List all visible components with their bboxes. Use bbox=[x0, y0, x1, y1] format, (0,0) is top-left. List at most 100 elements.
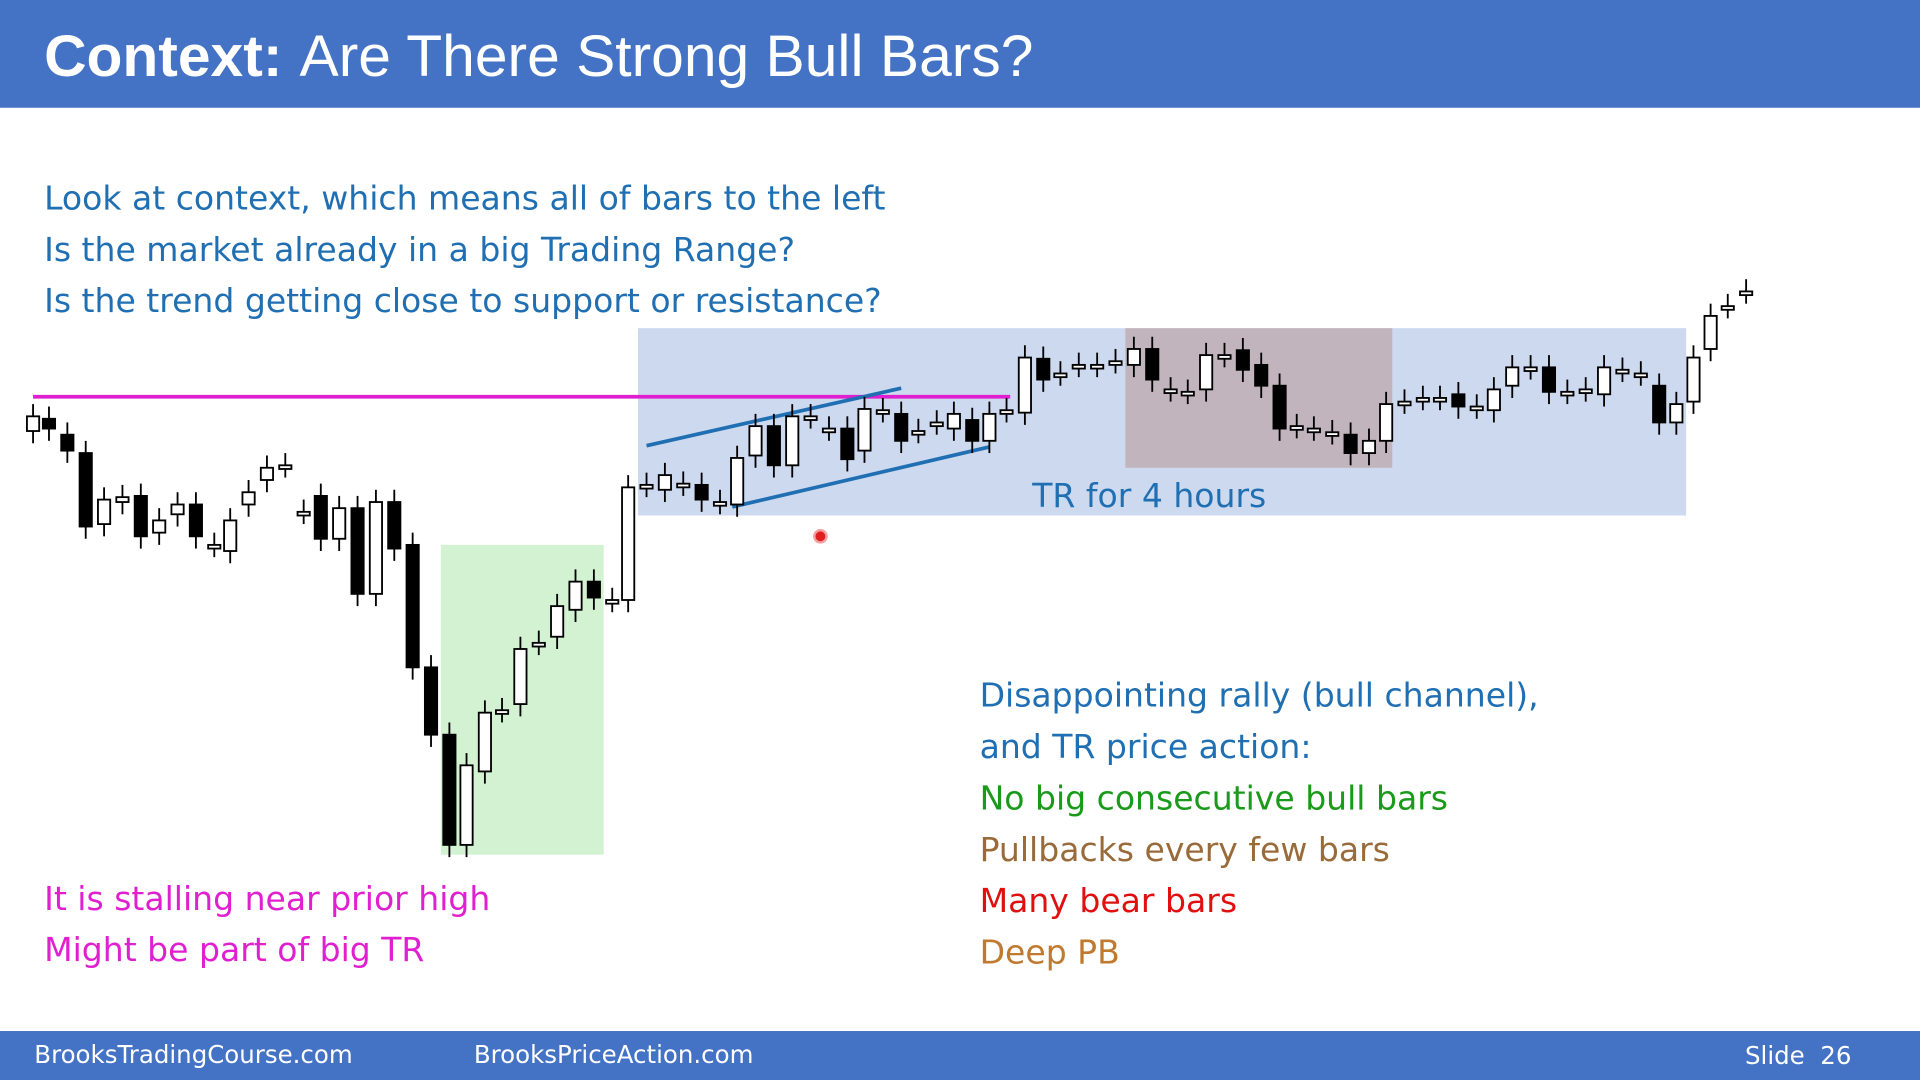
left-note: It is stalling near prior high bbox=[44, 879, 490, 918]
candle-body bbox=[350, 507, 365, 595]
candle-body bbox=[405, 543, 420, 669]
candle-body bbox=[999, 409, 1014, 415]
candle-body bbox=[152, 519, 167, 534]
candle-body bbox=[857, 408, 872, 452]
candle-body bbox=[1289, 425, 1304, 431]
candle-body bbox=[694, 483, 709, 501]
candle-body bbox=[1739, 290, 1754, 297]
candle-body bbox=[1415, 397, 1430, 403]
slide-number: Slide 26 bbox=[1745, 1041, 1851, 1070]
right-note: No big consecutive bull bars bbox=[980, 778, 1448, 817]
candle-body bbox=[785, 415, 800, 467]
candle-body bbox=[676, 482, 691, 489]
candle-body bbox=[982, 412, 997, 442]
cursor-dot bbox=[813, 528, 828, 544]
candle-body bbox=[1505, 366, 1520, 387]
candle-body bbox=[188, 503, 203, 538]
candle-body bbox=[621, 486, 636, 601]
candle-body bbox=[1451, 393, 1466, 408]
candle-body bbox=[495, 709, 510, 715]
candle-body bbox=[1163, 388, 1178, 394]
candle-body bbox=[1036, 357, 1051, 381]
candle-body bbox=[78, 452, 93, 528]
footer-middle: BrooksPriceAction.com bbox=[474, 1040, 754, 1069]
candle-body bbox=[550, 605, 565, 638]
candle-body bbox=[332, 507, 347, 540]
candle-body bbox=[278, 464, 293, 470]
range-label: TR for 4 hours bbox=[1031, 476, 1266, 515]
footer-left: BrooksTradingCourse.com bbox=[34, 1040, 352, 1069]
candle-body bbox=[1017, 356, 1032, 414]
candle-body bbox=[1578, 388, 1593, 394]
candle-body bbox=[313, 495, 328, 540]
candle-body bbox=[1071, 363, 1086, 370]
candle-body bbox=[840, 427, 855, 461]
candle-body bbox=[1254, 363, 1269, 387]
candle-body bbox=[1469, 405, 1484, 412]
candle-body bbox=[1108, 360, 1123, 366]
intro-line: Look at context, which means all of bars… bbox=[44, 178, 885, 217]
candle-body bbox=[41, 417, 57, 430]
candle-body bbox=[1652, 384, 1667, 424]
candle-body bbox=[531, 641, 546, 648]
candle-body bbox=[875, 409, 890, 415]
title-bold: Context: bbox=[44, 24, 282, 89]
candle-body bbox=[1343, 433, 1358, 454]
candle-body bbox=[296, 510, 311, 517]
candle-body bbox=[170, 503, 185, 516]
candle-body bbox=[1703, 315, 1718, 350]
right-note: and TR price action: bbox=[980, 727, 1312, 766]
candle-body bbox=[133, 495, 148, 538]
candle-body bbox=[1669, 403, 1684, 424]
candle-body bbox=[223, 519, 238, 552]
candle-body bbox=[965, 419, 980, 442]
candle-body bbox=[803, 415, 818, 421]
candle-body bbox=[1053, 372, 1068, 379]
candle-body bbox=[730, 457, 745, 506]
candle-body bbox=[1272, 384, 1287, 430]
candle-body bbox=[1199, 354, 1214, 391]
candle-body bbox=[1397, 400, 1412, 407]
candle-body bbox=[766, 425, 781, 467]
left-note: Might be part of big TR bbox=[44, 930, 424, 969]
candle-body bbox=[423, 666, 439, 736]
candle-body bbox=[442, 733, 457, 846]
candle-body bbox=[1541, 366, 1557, 393]
candle-body bbox=[1523, 366, 1538, 372]
candle-body bbox=[929, 421, 944, 428]
price-chart: TR for 4 hours bbox=[26, 279, 1754, 858]
candle-body bbox=[568, 580, 583, 611]
candle-body bbox=[97, 498, 112, 525]
footer-bar bbox=[0, 1031, 1920, 1080]
candle-body bbox=[60, 433, 75, 452]
candle-body bbox=[477, 711, 492, 773]
candle-body bbox=[1686, 356, 1701, 403]
candle-body bbox=[1090, 363, 1105, 370]
intro-line: Is the trend getting close to support or… bbox=[44, 281, 882, 320]
candle-body bbox=[1235, 349, 1250, 371]
right-note: Deep PB bbox=[980, 933, 1120, 972]
candle-body bbox=[712, 501, 728, 507]
candle-body bbox=[1379, 403, 1394, 442]
candle-body bbox=[1180, 390, 1195, 397]
candle-body bbox=[459, 764, 474, 846]
candle-body bbox=[821, 427, 837, 434]
candle-body bbox=[513, 648, 528, 705]
title-rest: Are There Strong Bull Bars? bbox=[300, 24, 1034, 89]
title: Context: Are There Strong Bull Bars? bbox=[44, 24, 1033, 89]
candle-body bbox=[1560, 390, 1575, 397]
candle-body bbox=[657, 474, 672, 491]
candle-body bbox=[26, 415, 41, 432]
candle-body bbox=[368, 501, 383, 595]
candle-body bbox=[387, 501, 402, 550]
candle-body bbox=[1486, 388, 1501, 412]
candle-body bbox=[946, 412, 961, 430]
candle-body bbox=[1145, 348, 1160, 381]
candle-body bbox=[259, 466, 274, 481]
candle-body bbox=[1615, 368, 1630, 375]
candle-body bbox=[1217, 354, 1232, 360]
header-bar bbox=[0, 0, 1920, 108]
